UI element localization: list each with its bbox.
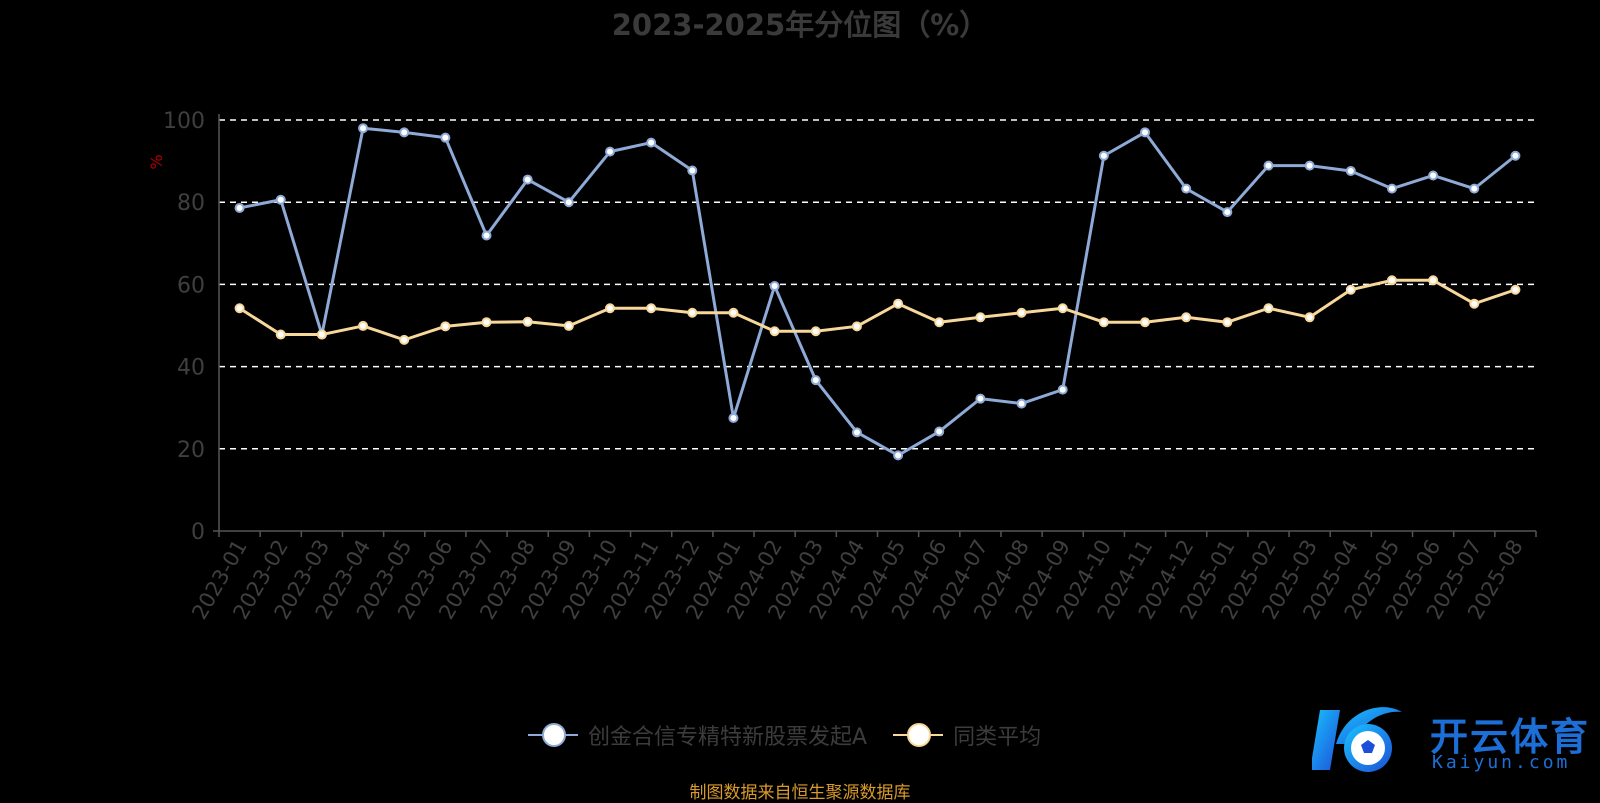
series-2-point <box>1386 275 1397 286</box>
ball-logo-icon <box>1312 707 1402 772</box>
series-2-point <box>440 321 451 332</box>
series-1-point <box>851 427 862 438</box>
y-tick-label: 60 <box>177 273 205 298</box>
series-2-point <box>851 321 862 332</box>
logo-text-cn: 开云体育 <box>1430 715 1591 759</box>
watermark-logo: 开云体育 Kaiyun.com <box>1312 700 1598 780</box>
legend-label-series-1: 创金合信专精特新股票发起A <box>588 725 868 750</box>
series-line-2 <box>238 278 1516 342</box>
legend-marker-series-2 <box>893 722 944 748</box>
series-2-point <box>234 303 245 314</box>
series-2-point <box>687 307 698 318</box>
series-1-point <box>810 375 821 386</box>
series-2-point <box>1510 284 1521 295</box>
series-1-point <box>481 230 492 241</box>
series-2-point <box>358 320 369 331</box>
series-1-point <box>1016 398 1027 409</box>
series-2-point <box>934 317 945 328</box>
legend-label-series-2: 同类平均 <box>953 725 1042 750</box>
series-1-point <box>604 146 615 157</box>
legend: 创金合信专精特新股票发起A 同类平均 <box>528 719 1067 751</box>
series-1-point <box>975 393 986 404</box>
data-source-note: 制图数据来自恒生聚源数据库 <box>689 783 911 803</box>
series-1-point <box>1057 384 1068 395</box>
series-2-point <box>1469 298 1480 309</box>
series-2-point <box>1345 284 1356 295</box>
series-line-1 <box>239 126 1517 457</box>
series-1-point <box>893 450 904 461</box>
series-2-point <box>769 326 780 337</box>
legend-marker-series-1 <box>528 722 578 748</box>
series-2-point <box>1098 317 1109 328</box>
y-tick-label: 20 <box>177 438 205 463</box>
y-axis-label: % <box>147 154 166 169</box>
series-1-point <box>687 165 698 176</box>
series-2-point <box>316 329 327 340</box>
series-2-point <box>481 317 492 328</box>
series-2-point <box>399 334 410 345</box>
y-tick-label: 80 <box>177 191 205 216</box>
series-1-point <box>440 132 451 143</box>
series-2-point <box>728 307 739 318</box>
y-tick-label: 0 <box>191 520 205 545</box>
chart-title: 2023-2025年分位图（%） <box>611 8 989 42</box>
series-2-point <box>522 316 533 327</box>
series-2-point <box>1057 303 1068 314</box>
series-2-point <box>810 326 821 337</box>
series-1-point <box>1345 165 1356 176</box>
series-1-point <box>275 194 286 205</box>
y-tick-label: 40 <box>177 356 205 381</box>
series-1-point <box>646 137 657 148</box>
series-2-point <box>975 312 986 323</box>
series-1-point <box>358 123 369 134</box>
series-2-point <box>646 303 657 314</box>
series-1-point <box>769 281 780 292</box>
series-1-point <box>1222 207 1233 218</box>
series-2-point <box>1140 317 1151 328</box>
series-1-point <box>728 412 739 423</box>
series-1-point <box>399 127 410 138</box>
series-2-point <box>275 329 286 340</box>
series-1-point <box>1098 150 1109 161</box>
series-2-point <box>1016 307 1027 318</box>
series-2-point <box>1428 275 1439 286</box>
series-2-point <box>1263 303 1274 314</box>
series-1-point <box>1304 160 1315 171</box>
series-2-point <box>1181 312 1192 323</box>
series-1-point <box>1469 183 1480 194</box>
legend-item-series-2[interactable]: 同类平均 <box>893 719 1041 751</box>
series-1-point <box>234 202 245 213</box>
series-1-point <box>1510 150 1521 161</box>
series-2-point <box>1304 312 1315 323</box>
series-1-point <box>1181 183 1192 194</box>
series-2-point <box>1222 317 1233 328</box>
legend-item-series-1[interactable]: 创金合信专精特新股票发起A <box>528 719 867 751</box>
series-1-point <box>1428 170 1439 181</box>
series-1-point <box>1140 127 1151 138</box>
series-2-point <box>893 298 904 309</box>
series-2-point <box>604 303 615 314</box>
series-1-point <box>1263 160 1274 171</box>
series-1-point <box>522 174 533 185</box>
logo-text-en: Kaiyun.com <box>1432 752 1571 773</box>
series-1-point <box>563 197 574 208</box>
y-tick-label: 100 <box>163 109 205 134</box>
series-2-point <box>563 320 574 331</box>
series-1-point <box>1386 183 1397 194</box>
series-1-point <box>934 426 945 437</box>
